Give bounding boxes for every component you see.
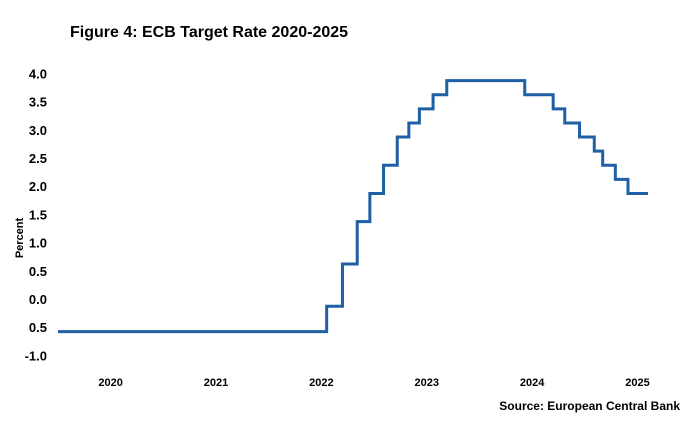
source-note: Source: European Central Bank bbox=[499, 399, 680, 413]
y-axis-label: Percent bbox=[14, 217, 26, 258]
y-tick-label: 1.0 bbox=[29, 236, 47, 251]
x-tick-label: 2020 bbox=[98, 377, 122, 389]
x-tick-label: 2025 bbox=[625, 377, 649, 389]
y-tick-label: 2.5 bbox=[29, 151, 47, 166]
rate-line bbox=[58, 79, 648, 334]
x-tick-label: 2021 bbox=[204, 377, 228, 389]
y-tick-label: 1.5 bbox=[29, 207, 47, 222]
x-tick-label: 2024 bbox=[520, 377, 545, 389]
x-tick-label: 2022 bbox=[309, 377, 333, 389]
y-tick-label: 4.0 bbox=[29, 66, 47, 81]
y-tick-label: 0.5 bbox=[29, 264, 47, 279]
y-tick-label: -1.0 bbox=[25, 348, 47, 363]
y-tick-label: 3.0 bbox=[29, 123, 47, 138]
y-tick-label: 3.5 bbox=[29, 95, 47, 110]
y-tick-label: 2.0 bbox=[29, 179, 47, 194]
y-tick-label: 0.5 bbox=[29, 320, 47, 335]
y-tick-label: 0.0 bbox=[29, 292, 47, 307]
chart-title: Figure 4: ECB Target Rate 2020-2025 bbox=[70, 24, 348, 41]
x-tick-label: 2023 bbox=[415, 377, 439, 389]
